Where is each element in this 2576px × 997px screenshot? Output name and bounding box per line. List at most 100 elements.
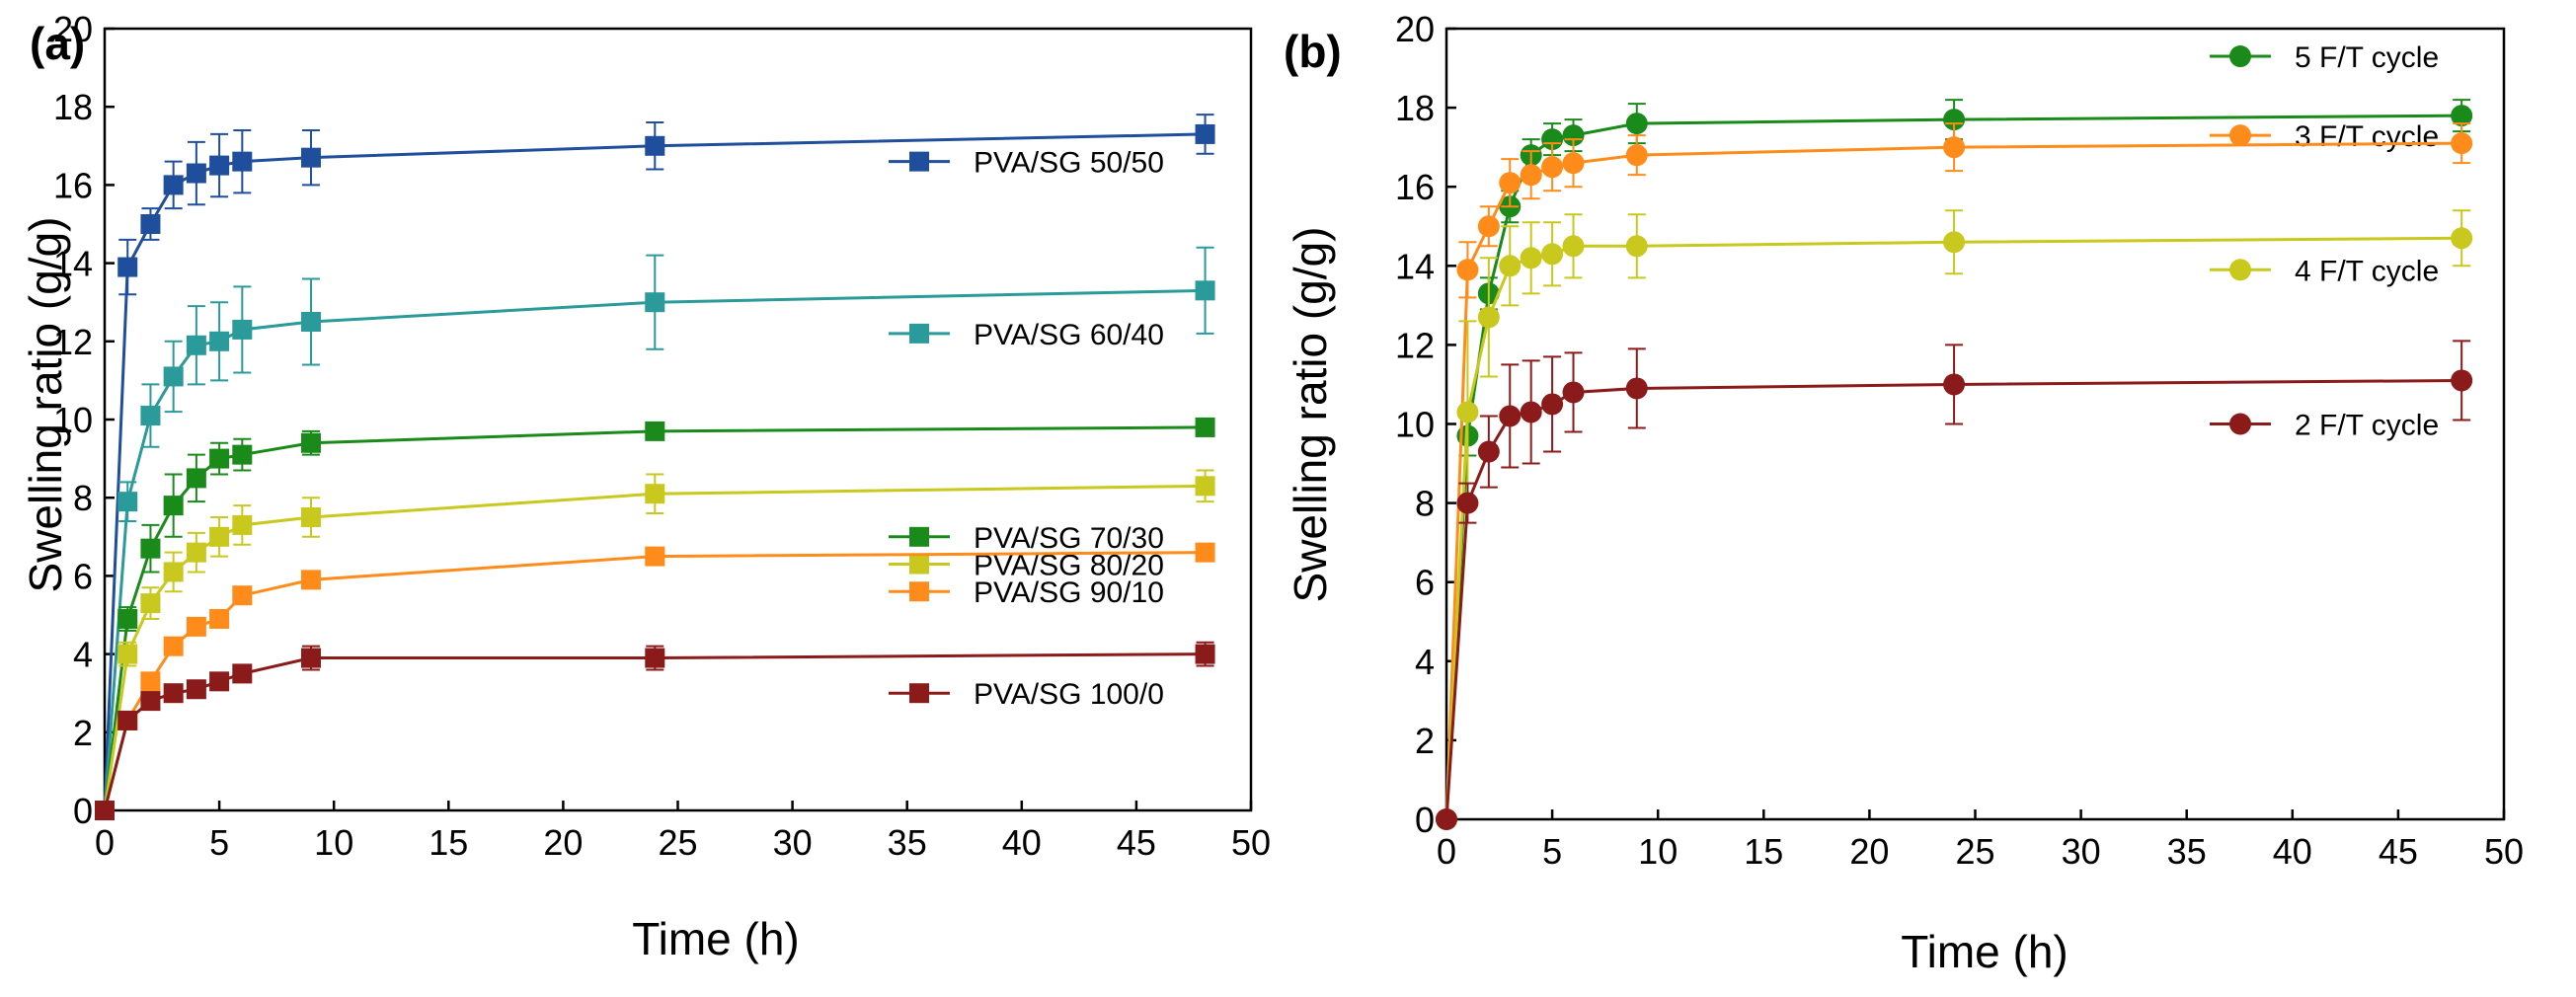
panel-a-ytick-label: 2 <box>73 713 93 753</box>
data-point <box>232 514 253 535</box>
data-point <box>1195 417 1215 437</box>
data-point <box>1436 808 1457 830</box>
panel-a-xtick-label: 10 <box>314 822 353 863</box>
series-b-3 <box>1436 340 2473 830</box>
data-point <box>186 616 206 637</box>
data-point <box>300 147 321 168</box>
data-point <box>300 648 321 668</box>
panel-a-ytick-label: 0 <box>73 791 93 831</box>
panel-b-xtick-label: 40 <box>2273 831 2312 872</box>
data-point <box>1541 243 1564 266</box>
data-point <box>645 421 665 441</box>
data-point <box>1520 247 1542 269</box>
data-point <box>1562 235 1585 258</box>
data-point <box>1943 109 1966 131</box>
data-point <box>1943 231 1966 254</box>
panel-a-xtick-label: 25 <box>658 822 697 863</box>
data-point <box>140 691 161 712</box>
data-point <box>1625 144 1648 167</box>
data-point <box>1625 113 1648 135</box>
data-point <box>1456 492 1479 514</box>
data-point <box>232 663 253 684</box>
data-point <box>209 155 230 176</box>
data-point <box>163 496 184 516</box>
series-line <box>1444 236 2462 820</box>
panel-b-xtick-label: 20 <box>1849 831 1889 872</box>
data-point <box>1499 255 1522 277</box>
panel-a-xtick-label: 0 <box>95 822 115 863</box>
data-point <box>1562 152 1585 175</box>
data-point <box>140 538 161 559</box>
data-point <box>140 671 161 692</box>
data-point <box>1477 306 1500 329</box>
panel-a-ytick-label: 8 <box>73 478 93 518</box>
panel-a-ytick-label: 16 <box>53 165 93 205</box>
data-point <box>1195 123 1215 144</box>
data-point <box>1541 393 1564 416</box>
data-point <box>232 585 253 606</box>
data-point <box>645 292 665 313</box>
panel-b-ytick-label: 20 <box>1395 9 1435 49</box>
panel-b-ytick-label: 2 <box>1415 721 1435 761</box>
panel-b-ytick-label: 10 <box>1395 405 1435 445</box>
data-point <box>1520 401 1542 423</box>
panel-a-xtick-label: 15 <box>429 822 468 863</box>
panel-b-legend-label: 5 F/T cycle <box>2295 41 2439 74</box>
data-point <box>1456 259 1479 281</box>
panel-b-legend-label: 2 F/T cycle <box>2295 410 2439 442</box>
data-point <box>1499 405 1522 427</box>
panel-a-xtick-label: 30 <box>773 822 813 863</box>
data-point <box>1943 373 1966 396</box>
data-point <box>2451 369 2473 392</box>
data-point <box>140 214 161 234</box>
panel-b-ytick-labels: 0 2 4 6 8 10 12 14 16 18 20 <box>1395 9 1435 840</box>
panel-a-xtick-label: 35 <box>888 822 927 863</box>
panel-b-xtick-label: 25 <box>1955 831 1994 872</box>
panel-b-xtick-labels: 0 5 10 15 20 25 30 35 40 45 50 <box>1437 831 2524 872</box>
data-point <box>117 644 138 664</box>
panel-a-xtick-labels: 0 5 10 15 20 25 30 35 40 45 50 <box>95 822 1271 863</box>
series-a-0 <box>95 114 1215 820</box>
data-point <box>209 671 230 692</box>
data-point <box>645 648 665 668</box>
series-b-1 <box>1436 122 2473 830</box>
series-line <box>103 484 1206 811</box>
legend-marker <box>2229 413 2251 435</box>
data-point <box>163 366 184 387</box>
panel-a-ytick-label: 10 <box>53 400 93 440</box>
data-point <box>645 135 665 156</box>
panel-a-ytick-label: 6 <box>73 556 93 596</box>
panel-b-xtick-label: 50 <box>2484 831 2524 872</box>
data-point <box>209 608 230 629</box>
series-line <box>103 132 1206 811</box>
data-point <box>163 636 184 656</box>
legend-marker <box>909 581 929 602</box>
panel-b-ytick-label: 16 <box>1395 167 1435 207</box>
data-point <box>232 319 253 340</box>
data-point <box>300 570 321 590</box>
panel-b-ytick-label: 18 <box>1395 88 1435 128</box>
data-point <box>163 562 184 582</box>
panel-a-legend-label: PVA/SG 60/40 <box>974 319 1164 351</box>
data-point <box>645 484 665 504</box>
panel-b-xtick-label: 15 <box>1744 831 1783 872</box>
data-point <box>95 801 115 820</box>
data-point <box>300 432 321 453</box>
data-point <box>186 163 206 184</box>
chart-panel-b: (b) Swelling ratio (g/g) Time (h) 0 5 10… <box>1284 9 2524 977</box>
data-point <box>2451 105 2473 127</box>
data-point <box>232 444 253 465</box>
panel-b-legend-label: 4 F/T cycle <box>2295 255 2439 287</box>
data-point <box>1195 644 1215 664</box>
data-point <box>300 312 321 332</box>
data-point <box>209 331 230 351</box>
data-point <box>232 151 253 172</box>
panel-b-xtick-label: 10 <box>1638 831 1678 872</box>
panel-a-xtick-label: 50 <box>1231 822 1271 863</box>
series-line <box>103 425 1206 811</box>
data-point <box>117 608 138 629</box>
chart-panel-a: (a) Swelling ratio (g/g) Time (h) 0 5 10… <box>20 9 1271 964</box>
panel-a-xlabel: Time (h) <box>632 913 800 964</box>
panel-a-legend-label: PVA/SG 70/30 <box>974 522 1164 555</box>
